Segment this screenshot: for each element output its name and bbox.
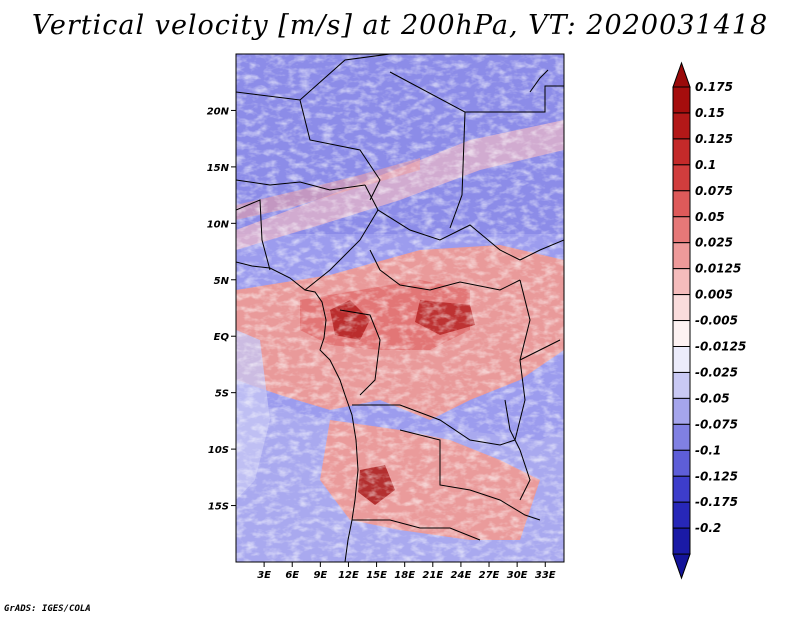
border-nigeria-cameroon — [304, 184, 379, 291]
colorbar-label: 0.175 — [695, 80, 733, 94]
border-drc-angola-zambia — [352, 404, 516, 446]
lat-tick-label: 10N — [207, 219, 230, 230]
colorbar-swatch — [672, 475, 691, 503]
border-lake-tanganyika — [504, 399, 531, 501]
colorbar-top-arrow — [672, 61, 691, 88]
grads-credit: GrADS: IGES/COLA — [4, 604, 91, 614]
colorbar-label: -0.125 — [695, 469, 738, 483]
colorbar-swatch — [672, 449, 691, 477]
colorbar-swatch — [672, 242, 691, 270]
lon-tick-label: 15E — [366, 570, 387, 581]
lat-tick-label: 20N — [207, 106, 230, 117]
lat-tick-label: 15S — [208, 502, 229, 513]
colorbar-swatch — [672, 190, 691, 218]
colorbar-label: -0.175 — [695, 495, 738, 509]
colorbar-labels: 0.175 0.15 0.125 0.1 0.075 0.05 0.025 0.0125 0.0… — [695, 80, 746, 535]
border-algeria-niger — [236, 54, 391, 101]
lon-tick-label: 9E — [313, 570, 327, 581]
border-congo-gabon — [339, 309, 381, 396]
lon-tick-label: 6E — [285, 570, 299, 581]
lon-tick-label: 3E — [257, 570, 271, 581]
border-car-drc — [369, 249, 521, 291]
colorbar-label: -0.005 — [695, 314, 738, 328]
latitude-axis: 20N 15N 10N 5N EQ 5S 10S 15S — [207, 106, 236, 513]
colorbar-label: -0.2 — [695, 521, 721, 535]
colorbar-label: -0.025 — [695, 365, 738, 379]
colorbar-label: 0.125 — [695, 132, 733, 146]
colorbar-swatch — [672, 501, 691, 529]
lon-tick-label: 30E — [507, 570, 528, 581]
colorbar-label: 0.025 — [695, 236, 733, 250]
lon-tick-label: 27E — [479, 570, 500, 581]
lat-tick-label: 5S — [215, 389, 229, 400]
border-niger-chad — [299, 99, 381, 201]
colorbar-swatch — [672, 216, 691, 244]
country-borders — [236, 54, 564, 562]
colorbar-label: 0.075 — [695, 184, 733, 198]
colorbar-swatch — [672, 268, 691, 296]
lon-tick-label: 24E — [451, 570, 472, 581]
field-texture — [236, 54, 564, 562]
coastline-west — [236, 261, 359, 562]
lat-tick-label: 10S — [208, 445, 229, 456]
lon-tick-label: 12E — [338, 570, 359, 581]
colorbar-bottom-arrow — [672, 553, 691, 580]
lon-tick-label: 18E — [394, 570, 415, 581]
colorbar-label: -0.05 — [695, 391, 730, 405]
border-chad-car-sudan — [377, 209, 521, 261]
colorbar — [672, 61, 691, 580]
colorbar-swatch — [672, 527, 691, 555]
colorbar-swatch — [672, 112, 691, 140]
colorbar-label: 0.05 — [695, 210, 725, 224]
longitude-axis: 3E 6E 9E 12E 15E 18E 21E 24E 27E 30E 33E — [257, 562, 556, 581]
colorbar-label: -0.0125 — [695, 340, 746, 354]
lon-tick-label: 21E — [422, 570, 443, 581]
colorbar-label: -0.1 — [695, 443, 721, 457]
colorbar-label: 0.15 — [695, 106, 725, 120]
colorbar-swatch — [672, 86, 691, 114]
border-mali-niger-nigeria — [236, 179, 366, 191]
colorbar-swatch — [672, 371, 691, 399]
border-egypt-sudan — [465, 85, 564, 113]
colorbar-swatch — [672, 164, 691, 192]
colorbar-swatch — [672, 294, 691, 322]
border-benin-togo — [236, 199, 271, 271]
map-panel — [236, 54, 564, 562]
lat-tick-label: 5N — [214, 276, 230, 287]
chart-title: Vertical velocity [m/s] at 200hPa, VT: 2… — [31, 10, 769, 41]
border-lake-region — [519, 339, 561, 361]
colorbar-label: -0.075 — [695, 417, 738, 431]
colorbar-label: 0.005 — [695, 288, 733, 302]
border-angola-zambia — [399, 429, 541, 521]
lat-tick-label: 15N — [207, 163, 230, 174]
colorbar-swatch — [672, 138, 691, 166]
lat-tick-label: EQ — [214, 332, 230, 343]
colorbar-swatch — [672, 423, 691, 451]
border-libya-chad-sudan — [389, 71, 466, 229]
colorbar-label: 0.0125 — [695, 262, 741, 276]
border-angola-namibia — [352, 519, 481, 541]
colorbar-swatch — [672, 320, 691, 347]
colorbar-swatch — [672, 397, 691, 425]
border-sudan-ethiopia — [519, 239, 564, 261]
colorbar-swatch — [672, 346, 691, 373]
lon-tick-label: 33E — [535, 570, 556, 581]
river-nile-north — [529, 69, 549, 93]
colorbar-label: 0.1 — [695, 158, 716, 172]
map-frame — [235, 53, 565, 563]
